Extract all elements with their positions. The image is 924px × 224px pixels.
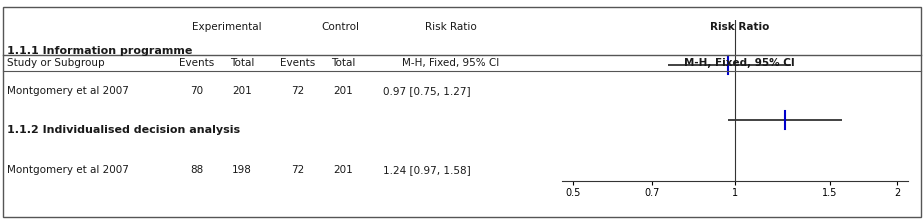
Text: 1.1.1 Information programme: 1.1.1 Information programme bbox=[7, 46, 193, 56]
Text: Risk Ratio: Risk Ratio bbox=[710, 22, 769, 32]
Text: Events: Events bbox=[280, 58, 315, 68]
Text: Experimental: Experimental bbox=[191, 22, 261, 32]
Text: 72: 72 bbox=[291, 165, 304, 175]
Text: Montgomery et al 2007: Montgomery et al 2007 bbox=[7, 86, 129, 96]
Text: 201: 201 bbox=[232, 86, 252, 96]
Text: Risk Ratio: Risk Ratio bbox=[425, 22, 477, 32]
Text: 70: 70 bbox=[190, 86, 203, 96]
Text: 1.1.2 Individualised decision analysis: 1.1.2 Individualised decision analysis bbox=[7, 125, 240, 136]
Text: Events: Events bbox=[179, 58, 214, 68]
Text: Montgomery et al 2007: Montgomery et al 2007 bbox=[7, 165, 129, 175]
Text: Control: Control bbox=[321, 22, 359, 32]
Text: Total: Total bbox=[230, 58, 254, 68]
Text: 1.24 [0.97, 1.58]: 1.24 [0.97, 1.58] bbox=[383, 165, 471, 175]
Text: M-H, Fixed, 95% CI: M-H, Fixed, 95% CI bbox=[402, 58, 500, 68]
Text: Study or Subgroup: Study or Subgroup bbox=[7, 58, 105, 68]
Text: 198: 198 bbox=[232, 165, 252, 175]
Text: 201: 201 bbox=[333, 165, 353, 175]
Text: 88: 88 bbox=[190, 165, 203, 175]
Text: 0.97 [0.75, 1.27]: 0.97 [0.75, 1.27] bbox=[383, 86, 471, 96]
Text: M-H, Fixed, 95% CI: M-H, Fixed, 95% CI bbox=[684, 58, 795, 68]
Text: 72: 72 bbox=[291, 86, 304, 96]
Text: 201: 201 bbox=[333, 86, 353, 96]
Text: Total: Total bbox=[331, 58, 355, 68]
